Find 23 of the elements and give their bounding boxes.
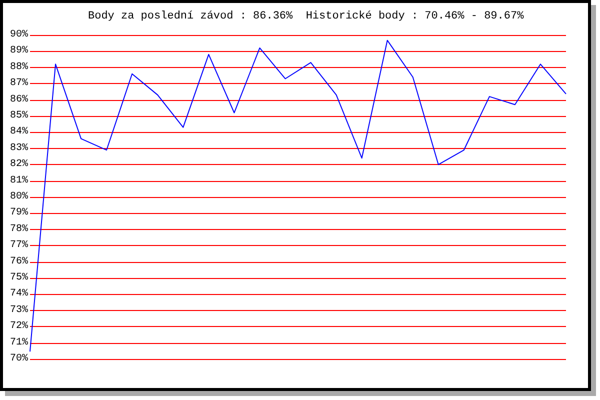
y-tick-label: 72% — [10, 321, 28, 332]
y-tick-label: 70% — [10, 354, 28, 364]
y-tick-label: 79% — [10, 208, 28, 219]
y-tick-label: 71% — [10, 337, 28, 348]
y-tick-label: 74% — [10, 288, 28, 300]
y-tick-label: 73% — [10, 304, 28, 316]
line-series — [30, 40, 566, 352]
y-tick-label: 85% — [10, 110, 28, 122]
y-tick-label: 81% — [10, 175, 28, 186]
y-tick-label: 75% — [10, 272, 28, 284]
y-tick-label: 82% — [10, 159, 28, 170]
y-tick-label: 86% — [10, 94, 28, 106]
chart-title: Body za poslední závod : 86.36% Historické body : 70.46% - 89.67% — [88, 10, 524, 22]
y-tick-label: 78% — [10, 224, 28, 235]
y-tick-label: 76% — [10, 256, 28, 268]
y-tick-label: 83% — [10, 142, 28, 154]
y-tick-label: 88% — [10, 62, 28, 73]
y-tick-label: 89% — [10, 46, 28, 57]
y-tick-label: 87% — [10, 78, 28, 90]
y-tick-label: 80% — [10, 192, 28, 202]
y-tick-label: 84% — [10, 126, 28, 138]
y-tick-label: 90% — [10, 30, 28, 40]
y-tick-label: 77% — [10, 240, 28, 252]
